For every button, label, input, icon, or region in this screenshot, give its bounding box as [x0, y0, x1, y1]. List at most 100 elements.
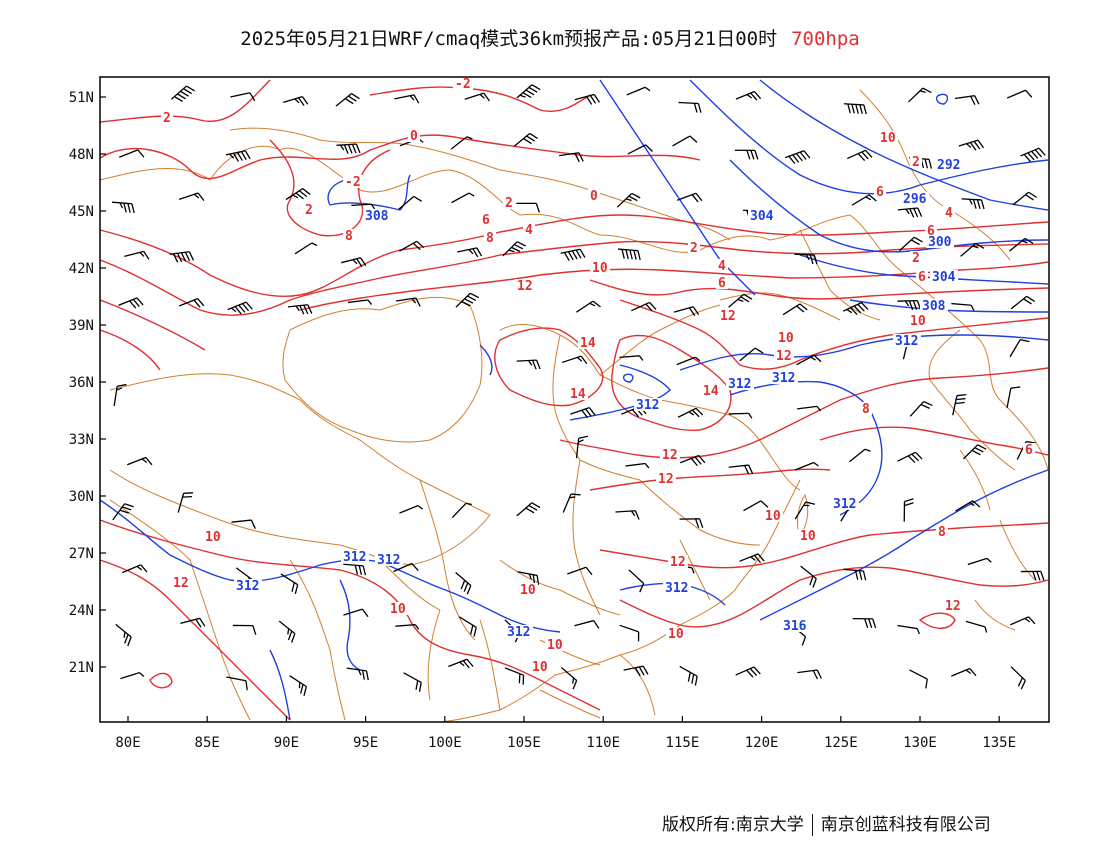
isotherm-line: [559, 367, 1049, 459]
temperature-label: 2: [163, 111, 171, 126]
wind-barb: [122, 564, 148, 574]
wind-barb: [1009, 339, 1030, 358]
wind-barb: [1010, 666, 1026, 690]
label-background: [545, 638, 565, 651]
temperature-label: 2: [690, 241, 698, 256]
lat-tick-label: 42N: [69, 261, 94, 277]
wind-barb: [628, 569, 645, 593]
isotherm-line: [599, 522, 1049, 569]
label-background: [770, 371, 798, 384]
wind-barb: [1006, 386, 1021, 408]
wind-barb: [797, 669, 822, 680]
temperature-label: 2: [912, 251, 920, 266]
temperature-label: 8: [345, 229, 353, 244]
wind-barb: [908, 87, 932, 103]
wind-barb: [560, 248, 586, 262]
wind-barb: [289, 675, 308, 696]
wind-barb: [516, 502, 541, 517]
wind-barb: [562, 493, 581, 513]
label-background: [480, 213, 492, 226]
wind-barb: [898, 236, 923, 252]
wind-barb: [341, 257, 367, 268]
temperature-label: 12: [776, 349, 792, 364]
height-label: 312: [377, 553, 400, 568]
temperature-label: 10: [765, 509, 781, 524]
temperature-label: 6: [482, 213, 490, 228]
wind-barb: [967, 557, 992, 566]
temperature-label: 6: [718, 276, 726, 291]
copyright-owner: 版权所有:南京大学: [662, 815, 804, 835]
label-background: [688, 241, 700, 254]
wind-barb: [393, 562, 419, 573]
label-background: [774, 349, 794, 362]
temperature-label: 12: [720, 309, 736, 324]
label-background: [718, 309, 738, 322]
label-background: [363, 209, 391, 222]
temperature-label: 8: [862, 402, 870, 417]
temperature-label: 8: [486, 231, 494, 246]
wind-barb: [728, 412, 753, 419]
lon-tick-label: 90E: [274, 735, 299, 751]
wind-barb: [124, 250, 150, 260]
map-frame: [99, 76, 1050, 723]
wind-barb: [897, 299, 922, 310]
wind-barb: [743, 500, 769, 512]
label-background: [893, 334, 921, 347]
wind-barb: [626, 86, 651, 96]
label-background: [590, 261, 610, 274]
wind-barb: [283, 95, 309, 106]
wind-barb: [395, 624, 420, 630]
height-contour: [99, 499, 381, 583]
isotherm-line: [99, 240, 1049, 316]
wind-barb: [126, 456, 153, 466]
label-background: [701, 384, 721, 397]
wind-barb: [782, 303, 808, 316]
height-contour: [327, 174, 411, 211]
label-background: [203, 530, 223, 543]
wind-barb: [120, 671, 145, 680]
label-background: [453, 77, 473, 90]
wind-barb: [396, 297, 421, 307]
label-background: [926, 235, 954, 248]
label-background: [726, 377, 754, 390]
title-level: 700hpa: [791, 28, 860, 50]
label-background: [568, 387, 588, 400]
isotherm-line: [99, 559, 291, 721]
isotherm-line: [494, 327, 604, 407]
isotherm-line: [611, 334, 732, 432]
temperature-label: 10: [547, 638, 563, 653]
temperature-label: 4: [718, 259, 726, 274]
northeast-lines: [719, 89, 1011, 321]
india-border: [109, 499, 346, 721]
height-contour: [849, 299, 1049, 313]
isotherm-line: [619, 566, 1049, 628]
label-background: [910, 155, 922, 168]
wind-barb: [575, 435, 589, 459]
wind-barb: [336, 143, 361, 154]
label-background: [901, 192, 929, 205]
isotherm-line: [99, 214, 1049, 297]
lat-tick-label: 27N: [69, 546, 94, 562]
wind-barb: [351, 203, 376, 210]
height-contour: [935, 93, 949, 105]
wind-barb: [951, 302, 975, 311]
wind-barb: [909, 669, 928, 689]
wind-barb: [619, 355, 644, 361]
wind-barb: [1020, 147, 1046, 162]
wind-barb: [348, 299, 373, 305]
temperature-label: -2: [345, 175, 361, 190]
temperature-label: 12: [945, 599, 961, 614]
wind-barb: [576, 300, 601, 313]
height-contour: [599, 79, 756, 296]
wind-barb: [559, 152, 584, 163]
height-contour: [689, 79, 1049, 195]
height-contour: [729, 159, 1049, 253]
wind-barb: [570, 407, 596, 419]
wind-barb: [226, 676, 248, 691]
temperature-label: 10: [800, 529, 816, 544]
lon-tick-label: 85E: [195, 735, 220, 751]
wind-barb: [958, 139, 985, 151]
wind-barb: [399, 505, 424, 514]
province-lines-2: [109, 373, 491, 566]
